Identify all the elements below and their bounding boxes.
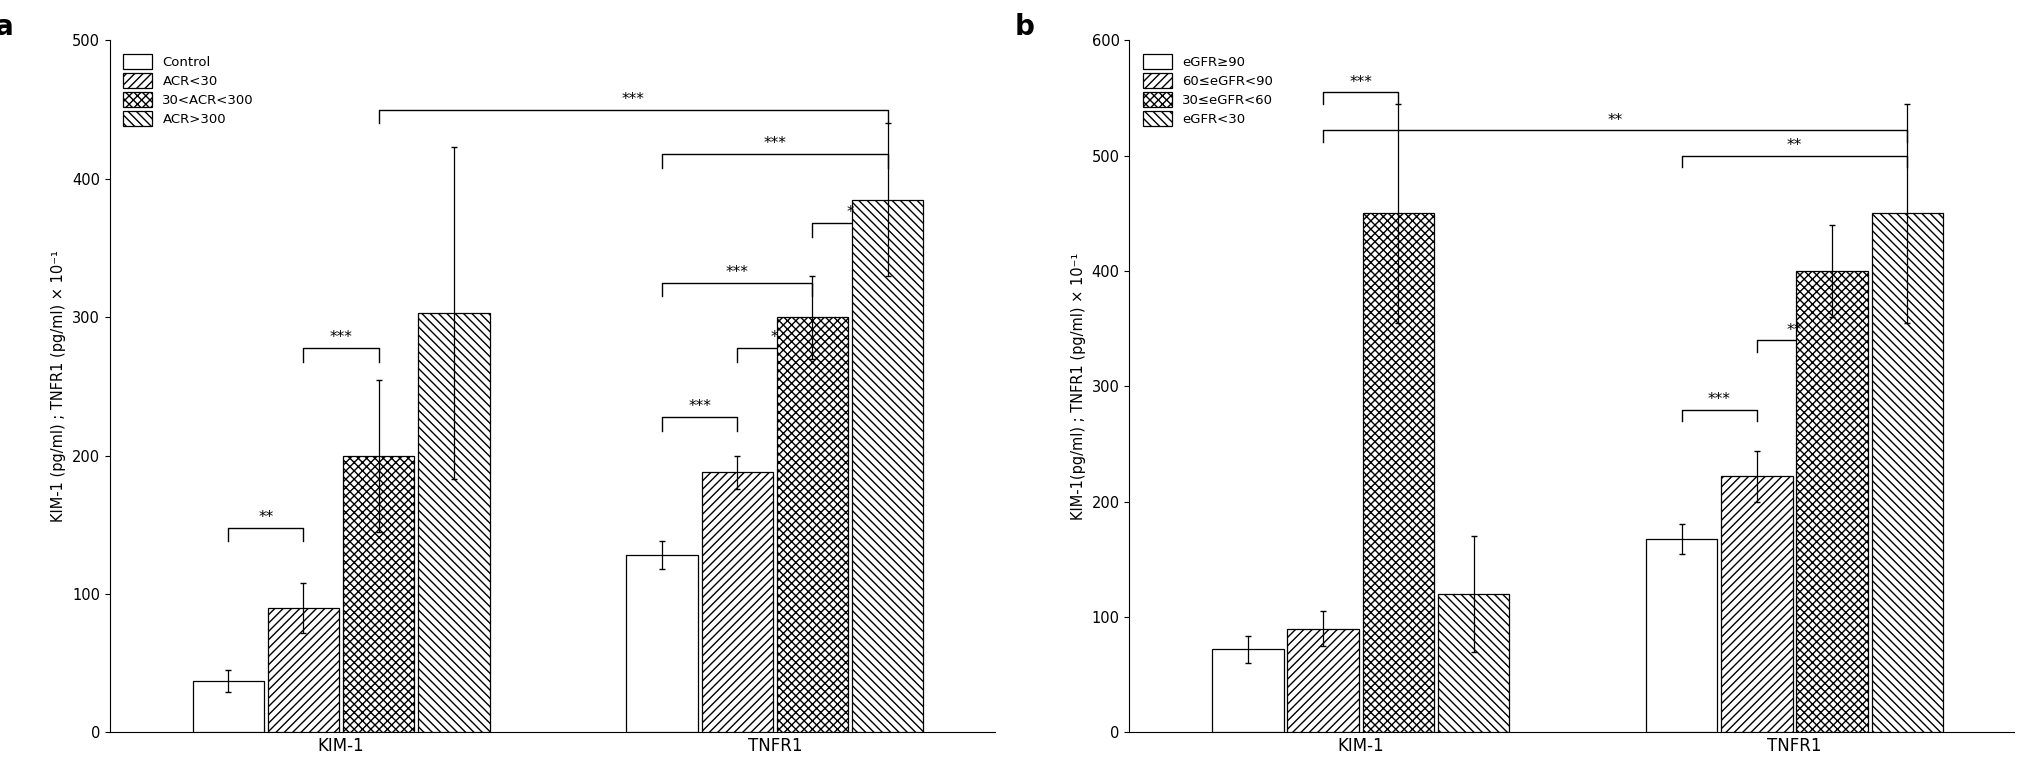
Text: **: ** <box>1608 113 1622 128</box>
Bar <box>1287 628 1358 733</box>
Legend: Control, ACR<30, 30<ACR<300, ACR>300: Control, ACR<30, 30<ACR<300, ACR>300 <box>116 47 260 133</box>
Text: **: ** <box>1786 323 1801 338</box>
Bar <box>1872 213 1943 733</box>
Text: ***: *** <box>1348 75 1372 90</box>
Text: *: * <box>771 330 777 345</box>
Text: ***: *** <box>621 92 644 107</box>
Text: **: ** <box>258 510 274 525</box>
Bar <box>1212 649 1283 733</box>
Bar <box>1437 594 1508 733</box>
Text: a: a <box>0 13 14 41</box>
Text: ***: *** <box>725 265 749 280</box>
Bar <box>1795 271 1868 733</box>
Bar <box>1719 476 1792 733</box>
Bar <box>1644 539 1717 733</box>
Bar <box>418 313 489 733</box>
Legend: eGFR≥90, 60≤eGFR<90, 30≤eGFR<60, eGFR<30: eGFR≥90, 60≤eGFR<90, 30≤eGFR<60, eGFR<30 <box>1135 47 1279 133</box>
Bar <box>343 455 414 733</box>
Text: **: ** <box>1786 138 1801 154</box>
Text: b: b <box>1013 13 1033 41</box>
Text: ***: *** <box>1707 392 1730 407</box>
Bar <box>625 555 698 733</box>
Text: ***: *** <box>688 399 710 414</box>
Y-axis label: KIM-1 (pg/ml) ; TNFR1 (pg/ml) × 10⁻¹: KIM-1 (pg/ml) ; TNFR1 (pg/ml) × 10⁻¹ <box>51 251 67 523</box>
Text: ***: *** <box>329 330 353 345</box>
Bar <box>700 472 773 733</box>
Text: ***: *** <box>763 136 786 151</box>
Bar <box>775 317 849 733</box>
Bar <box>851 200 924 733</box>
Bar <box>268 608 339 733</box>
Y-axis label: KIM-1(pg/ml) ; TNFR1 (pg/ml) × 10⁻¹: KIM-1(pg/ml) ; TNFR1 (pg/ml) × 10⁻¹ <box>1070 253 1086 520</box>
Bar <box>1362 213 1433 733</box>
Text: *: * <box>847 205 853 220</box>
Bar <box>193 681 264 733</box>
